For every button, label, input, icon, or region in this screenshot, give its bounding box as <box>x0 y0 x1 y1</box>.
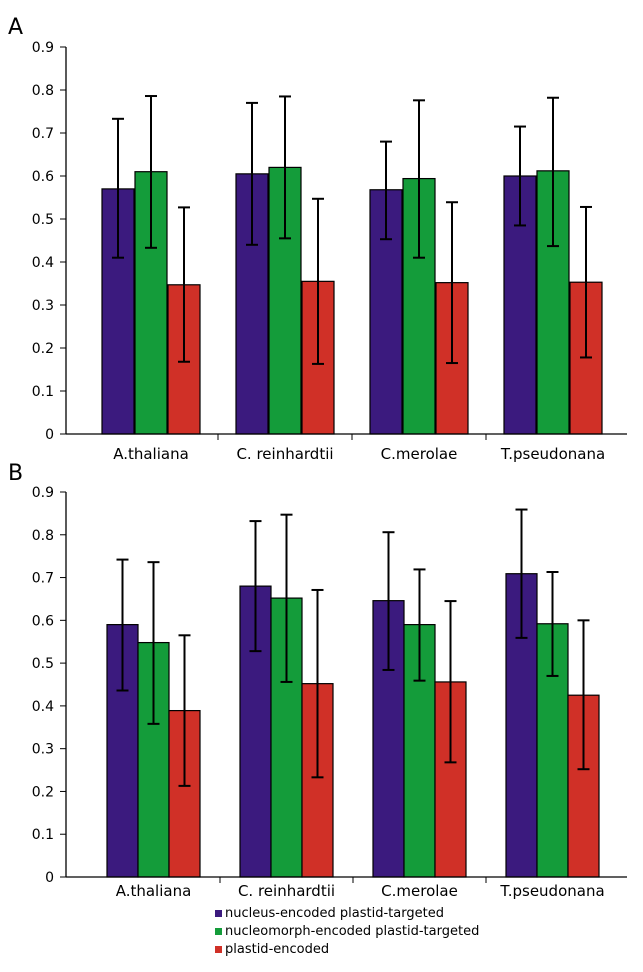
y-tick-label: 0 <box>45 427 54 443</box>
y-tick-label: 0.4 <box>32 699 54 715</box>
legend-label: nucleus-encoded plastid-targeted <box>225 906 444 921</box>
panel-letter: B <box>8 461 23 486</box>
category-label: C. reinhardtii <box>236 445 333 463</box>
y-tick-label: 0.5 <box>32 656 54 672</box>
legend-swatch <box>215 910 222 917</box>
category-label: C.merolae <box>381 445 458 463</box>
y-tick-label: 0.2 <box>32 784 54 800</box>
y-tick-label: 0.4 <box>32 255 54 271</box>
y-tick-label: 0.7 <box>32 571 54 587</box>
y-tick-label: 0.8 <box>32 83 54 99</box>
y-tick-label: 0.1 <box>32 827 54 843</box>
legend-label: plastid-encoded <box>225 942 329 957</box>
category-label: C.merolae <box>381 882 458 900</box>
legend-swatch <box>215 946 222 953</box>
y-tick-label: 0.3 <box>32 298 54 314</box>
y-tick-label: 0.9 <box>32 485 54 501</box>
category-label: T.pseudonana <box>500 445 605 463</box>
y-tick-label: 0.6 <box>32 613 54 629</box>
y-tick-label: 0.7 <box>32 126 54 142</box>
y-tick-label: 0 <box>45 870 54 886</box>
category-label: A.thaliana <box>116 882 192 900</box>
y-tick-label: 0.5 <box>32 212 54 228</box>
y-tick-label: 0.8 <box>32 528 54 544</box>
category-label: C. reinhardtii <box>238 882 335 900</box>
y-tick-label: 0.9 <box>32 40 54 56</box>
legend-label: nucleomorph-encoded plastid-targeted <box>225 924 479 939</box>
category-label: A.thaliana <box>113 445 189 463</box>
panel-letter: A <box>8 15 23 40</box>
y-tick-label: 0.1 <box>32 384 54 400</box>
y-tick-label: 0.2 <box>32 341 54 357</box>
category-label: T.pseudonana <box>499 882 604 900</box>
legend-swatch <box>215 928 222 935</box>
y-tick-label: 0.6 <box>32 169 54 185</box>
y-tick-label: 0.3 <box>32 742 54 758</box>
